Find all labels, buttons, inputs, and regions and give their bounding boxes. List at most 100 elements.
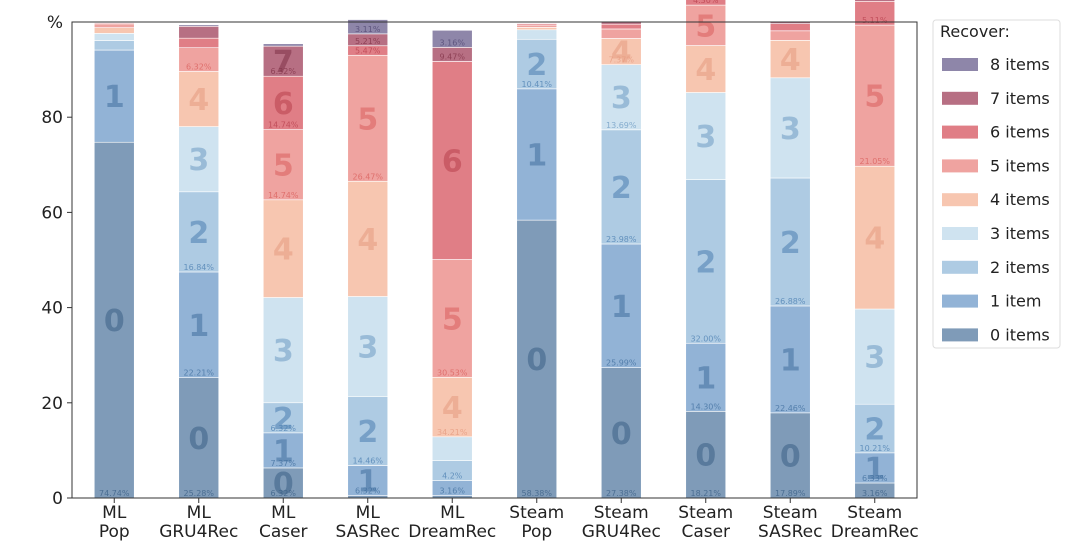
bar-segment-5-8 xyxy=(769,30,811,41)
segment-percent-label: 13.69% xyxy=(606,121,637,130)
legend-swatch xyxy=(942,159,978,173)
legend-entry: 0 items xyxy=(990,325,1050,344)
x-tick-label: Caser xyxy=(681,522,730,542)
segment-number-label: 4 xyxy=(188,83,209,118)
segment-number-label: 3 xyxy=(611,81,632,116)
segment-number-label: 4 xyxy=(611,36,632,71)
segment-number-label: 2 xyxy=(273,402,294,437)
segment-number-label: 6 xyxy=(273,87,294,122)
segment-number-label: 1 xyxy=(864,452,885,487)
bar-segment-1-1 xyxy=(178,271,220,378)
bar-segment-3-4 xyxy=(431,436,473,461)
bar-segment-7-9 xyxy=(854,0,896,2)
segment-number-label: 7 xyxy=(273,45,294,80)
segment-percent-label: 25.99% xyxy=(606,359,637,368)
axes-layer: 020406080%MLPopMLGRU4RecMLCaserMLSASRecM… xyxy=(41,13,918,542)
bar-segment-3-6 xyxy=(600,64,642,131)
bar-segment-4-6 xyxy=(600,38,642,65)
segment-percent-label: 6.33% xyxy=(862,474,888,483)
segment-percent-label: 3.11% xyxy=(355,25,381,34)
bar-segment-5-7 xyxy=(685,4,727,46)
segment-number-label: 3 xyxy=(188,143,209,178)
bar-segment-4-4 xyxy=(431,376,473,438)
segment-number-label: 5 xyxy=(442,302,463,337)
segment-number-label: 6 xyxy=(442,144,463,179)
segment-number-label: 3 xyxy=(695,120,716,155)
y-tick-label: 80 xyxy=(41,108,63,128)
x-tick-label: DreamRec xyxy=(831,522,919,542)
segment-percent-label: 10.41% xyxy=(521,80,552,89)
segment-number-label: 4 xyxy=(695,53,716,88)
segment-number-label: 3 xyxy=(273,334,294,369)
segment-number-label: 0 xyxy=(695,439,716,474)
segment-number-label: 5 xyxy=(695,9,716,44)
segment-percent-label: 3.16% xyxy=(440,487,466,496)
bar-segment-3-2 xyxy=(262,297,304,404)
segment-number-label: 4 xyxy=(780,43,801,78)
segment-number-label: 2 xyxy=(188,216,209,251)
x-tick-label: Steam xyxy=(678,503,733,523)
segment-percent-label: 26.47% xyxy=(352,172,383,181)
segment-number-label: 0 xyxy=(526,343,547,378)
segment-percent-label: 6.32% xyxy=(355,487,381,496)
segment-percent-label: 27.38% xyxy=(606,489,637,498)
x-tick-label: Caser xyxy=(259,522,308,542)
segment-number-label: 4 xyxy=(864,222,885,257)
bar-segment-8-2 xyxy=(262,43,304,47)
bar-segment-5-3 xyxy=(347,54,389,182)
legend-entry: 2 items xyxy=(990,258,1050,277)
bar-segment-4-2 xyxy=(262,199,304,298)
bar-segment-1-3 xyxy=(347,465,389,496)
segment-percent-label: 14.74% xyxy=(268,191,299,200)
bar-segment-5-9 xyxy=(854,24,896,167)
bar-segment-1-0 xyxy=(93,49,135,143)
segment-percent-label: 32.00% xyxy=(690,334,721,343)
segment-number-label: 5 xyxy=(273,149,294,184)
bar-segment-0-2 xyxy=(262,467,304,499)
y-tick-label: 40 xyxy=(41,299,63,319)
x-tick-label: GRU4Rec xyxy=(159,522,238,542)
bar-segment-2-1 xyxy=(178,191,220,273)
bar-segment-1-2 xyxy=(262,432,304,469)
bar-segment-6-1 xyxy=(178,37,220,49)
bar-segment-0-6 xyxy=(600,367,642,499)
segment-percent-label: 4.2% xyxy=(442,472,463,481)
legend-swatch xyxy=(942,294,978,308)
bar-segment-7-6 xyxy=(600,21,642,25)
segment-percent-label: 23.98% xyxy=(606,235,637,244)
bar-segment-3-3 xyxy=(347,296,389,398)
legend-entry: 6 items xyxy=(990,123,1050,142)
segment-number-label: 1 xyxy=(104,80,125,115)
legend-swatch xyxy=(942,260,978,274)
x-tick-label: Pop xyxy=(99,522,130,542)
segment-percent-label: 14.46% xyxy=(352,457,383,466)
bar-segment-3-1 xyxy=(178,126,220,193)
bars-layer: 074.74%1025.28%122.21%216.84%346.32%06.3… xyxy=(93,0,896,502)
segment-number-label: 4 xyxy=(273,233,294,268)
bar-segment-5-0 xyxy=(93,23,135,28)
segment-number-label: 5 xyxy=(864,80,885,115)
legend-swatch xyxy=(942,328,978,342)
segment-percent-label: 17.89% xyxy=(775,489,806,498)
legend-swatch xyxy=(942,91,978,105)
bar-segment-2-8 xyxy=(769,177,811,307)
bar-segment-8-3 xyxy=(347,19,389,35)
segment-number-label: 1 xyxy=(526,138,547,173)
bar-segment-0-5 xyxy=(516,219,558,499)
x-tick-label: SASRec xyxy=(758,522,822,542)
x-tick-label: ML xyxy=(102,503,127,523)
segment-number-label: 2 xyxy=(695,245,716,280)
bar-segment-8-1 xyxy=(178,24,220,27)
segment-percent-label: 58.38% xyxy=(521,489,552,498)
y-axis-label: % xyxy=(47,13,63,33)
x-tick-label: Steam xyxy=(509,503,564,523)
segment-number-label: 0 xyxy=(780,439,801,474)
legend-swatch xyxy=(942,227,978,240)
legend: Recover: 8 items 7 items 6 items 5 items 4 it… xyxy=(932,19,1061,349)
bar-segment-0-7 xyxy=(685,411,727,499)
y-tick-label: 20 xyxy=(41,394,63,414)
segment-percent-label: 21.05% xyxy=(859,157,890,166)
segment-number-label: 5 xyxy=(357,102,378,137)
segment-percent-label: 26.88% xyxy=(775,297,806,306)
